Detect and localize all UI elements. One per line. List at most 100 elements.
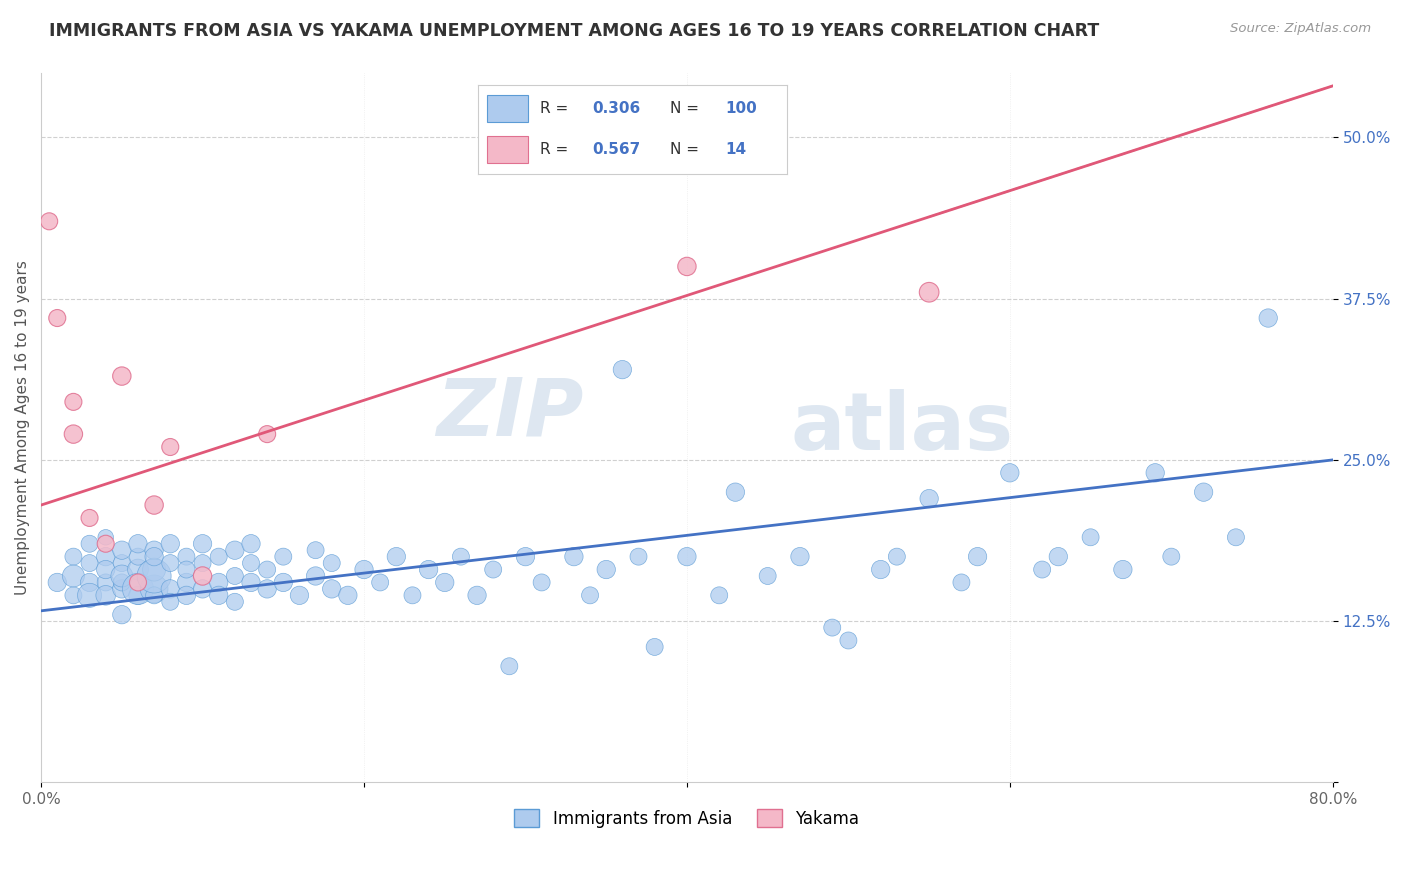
Point: [111, 569, 134, 583]
Point: [176, 575, 198, 590]
Point: [869, 562, 891, 576]
Point: [789, 549, 811, 564]
FancyBboxPatch shape: [488, 136, 527, 163]
Point: [336, 588, 359, 602]
Point: [1160, 549, 1182, 564]
Point: [94, 537, 117, 551]
Point: [127, 549, 149, 564]
Point: [111, 607, 134, 622]
Text: atlas: atlas: [790, 389, 1014, 467]
Point: [62, 427, 84, 442]
Point: [401, 588, 423, 602]
Point: [224, 569, 246, 583]
Point: [127, 537, 149, 551]
Point: [530, 575, 553, 590]
Point: [950, 575, 973, 590]
Text: IMMIGRANTS FROM ASIA VS YAKAMA UNEMPLOYMENT AMONG AGES 16 TO 19 YEARS CORRELATIO: IMMIGRANTS FROM ASIA VS YAKAMA UNEMPLOYM…: [49, 22, 1099, 40]
Point: [240, 537, 263, 551]
Point: [304, 543, 326, 558]
Point: [143, 588, 166, 602]
Point: [143, 498, 166, 512]
Point: [127, 582, 149, 596]
Point: [627, 549, 650, 564]
Point: [94, 562, 117, 576]
Point: [515, 549, 537, 564]
Point: [159, 537, 181, 551]
Point: [418, 562, 440, 576]
Point: [127, 588, 149, 602]
Point: [143, 549, 166, 564]
Point: [208, 549, 231, 564]
Point: [288, 588, 311, 602]
Point: [498, 659, 520, 673]
Point: [143, 543, 166, 558]
Point: [353, 562, 375, 576]
Point: [886, 549, 908, 564]
Point: [271, 549, 294, 564]
Point: [94, 530, 117, 544]
Point: [224, 595, 246, 609]
Point: [644, 640, 666, 654]
Point: [724, 485, 747, 500]
Point: [111, 369, 134, 384]
Point: [465, 588, 488, 602]
Point: [94, 549, 117, 564]
Point: [676, 260, 699, 274]
Point: [62, 569, 84, 583]
Point: [1080, 530, 1102, 544]
Point: [191, 582, 214, 596]
Point: [321, 556, 343, 570]
Point: [1031, 562, 1053, 576]
Point: [159, 440, 181, 454]
Point: [62, 549, 84, 564]
FancyBboxPatch shape: [488, 95, 527, 122]
Point: [1144, 466, 1167, 480]
Point: [482, 562, 505, 576]
Point: [176, 588, 198, 602]
Point: [143, 562, 166, 576]
Point: [62, 395, 84, 409]
Text: N =: N =: [669, 102, 699, 116]
Point: [612, 362, 634, 376]
Point: [62, 588, 84, 602]
Point: [46, 575, 69, 590]
Point: [1225, 530, 1247, 544]
Point: [676, 549, 699, 564]
Point: [966, 549, 988, 564]
Point: [127, 562, 149, 576]
Point: [191, 537, 214, 551]
Point: [1047, 549, 1070, 564]
Point: [143, 569, 166, 583]
Point: [256, 582, 278, 596]
Point: [79, 537, 101, 551]
Point: [321, 582, 343, 596]
Text: N =: N =: [669, 143, 699, 157]
Point: [94, 588, 117, 602]
Point: [111, 543, 134, 558]
Point: [709, 588, 731, 602]
Point: [240, 575, 263, 590]
Point: [256, 427, 278, 442]
Point: [595, 562, 617, 576]
Point: [1257, 311, 1279, 326]
Text: R =: R =: [540, 102, 568, 116]
Legend: Immigrants from Asia, Yakama: Immigrants from Asia, Yakama: [508, 803, 866, 834]
Point: [579, 588, 602, 602]
Text: Source: ZipAtlas.com: Source: ZipAtlas.com: [1230, 22, 1371, 36]
Point: [159, 595, 181, 609]
Y-axis label: Unemployment Among Ages 16 to 19 years: Unemployment Among Ages 16 to 19 years: [15, 260, 30, 595]
Text: R =: R =: [540, 143, 568, 157]
Point: [208, 575, 231, 590]
Point: [224, 543, 246, 558]
Point: [79, 556, 101, 570]
Point: [79, 588, 101, 602]
Point: [127, 575, 149, 590]
Point: [450, 549, 472, 564]
Point: [271, 575, 294, 590]
Point: [562, 549, 585, 564]
Point: [79, 575, 101, 590]
Text: 14: 14: [725, 143, 747, 157]
Point: [208, 588, 231, 602]
Point: [191, 556, 214, 570]
Text: 0.567: 0.567: [592, 143, 641, 157]
